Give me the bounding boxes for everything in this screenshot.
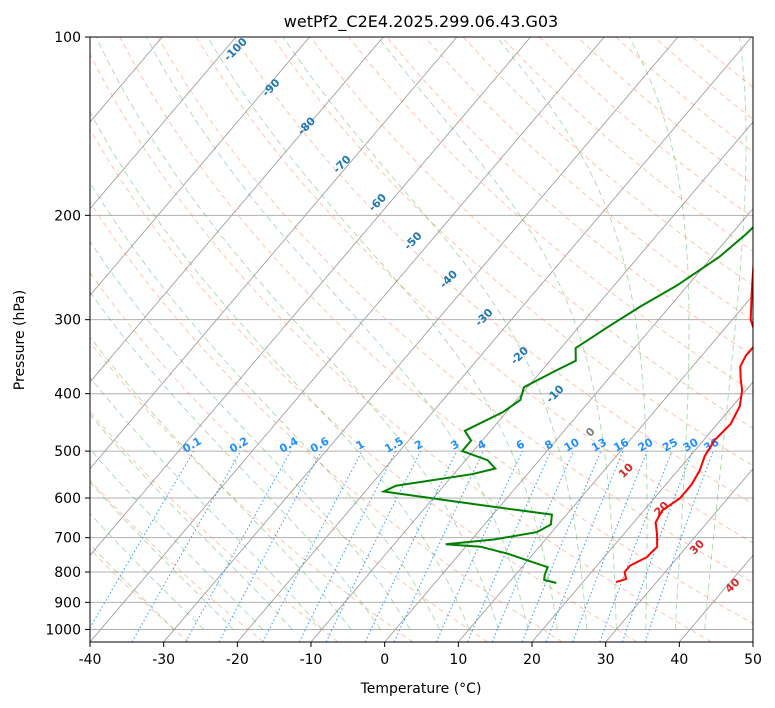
isotherm-line <box>236 37 752 642</box>
mixing-ratio-line <box>621 450 693 642</box>
dry-adiabat <box>386 37 753 357</box>
moist-adiabat <box>90 413 293 630</box>
mixing-ratio-line <box>298 450 397 642</box>
mixing-ratio-line <box>599 450 673 642</box>
isotherm-line <box>90 37 605 642</box>
moist-adiabat <box>628 37 690 630</box>
y-tick-label: 300 <box>54 313 81 329</box>
y-tick-label: 600 <box>54 491 81 507</box>
isotherm-line <box>163 37 679 642</box>
isotherm-line <box>605 467 753 642</box>
dry-adiabat <box>90 548 190 642</box>
mixing-ratio-line <box>466 450 552 642</box>
x-tick-label: 30 <box>597 652 615 668</box>
x-axis-label: Temperature (°C) <box>360 681 482 697</box>
isotherm-line <box>90 37 310 297</box>
dry-adiabat <box>424 37 753 321</box>
mixing-ratio-line <box>435 450 523 642</box>
x-tick-label: -30 <box>152 652 175 668</box>
moist-adiabat <box>90 111 470 630</box>
dry-adiabat <box>119 37 753 624</box>
dry-adiabat <box>233 37 753 505</box>
dry-adiabat <box>310 37 753 429</box>
x-tick-label: 20 <box>523 652 541 668</box>
dry-adiabat <box>90 479 264 642</box>
mixing-ratio-line <box>644 450 714 642</box>
mixing-ratio-line <box>572 450 648 642</box>
moist-adiabat <box>146 37 529 630</box>
y-tick-label: 500 <box>54 444 81 460</box>
isotherm-line <box>457 294 753 642</box>
mixing-ratio-line <box>491 450 575 642</box>
dry-adiabat <box>90 272 488 642</box>
x-tick-label: 40 <box>670 652 688 668</box>
background-lines <box>90 37 753 642</box>
chart-title: wetPf2_C2E4.2025.299.06.43.G03 <box>284 12 558 32</box>
x-tick-label: -10 <box>300 652 323 668</box>
plot-frame <box>89 36 754 643</box>
mixing-ratio-line <box>521 450 602 642</box>
isotherm-line <box>310 121 753 642</box>
profile-lines <box>380 225 753 584</box>
axes: -40 -30 -20 -10 0 10 20 30 40 50 100 200 300 400 500 60… <box>45 30 762 668</box>
y-tick-label: 100 <box>54 30 81 46</box>
x-tick-label: 50 <box>744 652 762 668</box>
dry-adiabat <box>90 52 712 642</box>
moist-adiabat <box>377 37 617 630</box>
plot-area: 0.1 0.2 0.4 0.6 1 1.5 2 3 4 6 8 10 13 16 20 25 30 36-100-… <box>90 37 753 642</box>
dry-adiabat <box>90 201 563 642</box>
x-tick-label: -20 <box>226 652 249 668</box>
moist-adiabat <box>90 448 264 630</box>
mixing-ratio-line <box>218 450 322 642</box>
moist-adiabat <box>496 37 648 630</box>
dry-adiabat <box>195 37 753 544</box>
moist-adiabat <box>207 37 558 630</box>
moist-adiabat <box>282 37 588 630</box>
moist-adiabat <box>90 291 381 630</box>
moist-adiabat <box>90 376 323 630</box>
y-axis-label: Pressure (hPa) <box>12 290 28 390</box>
mixing-ratio-line <box>545 450 624 642</box>
isotherm-line <box>90 37 237 210</box>
y-tick-label: 1000 <box>45 622 81 638</box>
temperature-profile-line <box>615 259 753 584</box>
dry-adiabat <box>157 37 753 584</box>
y-tick-label: 700 <box>54 531 81 547</box>
isotherm-line <box>531 381 753 642</box>
dry-adiabat <box>90 410 339 642</box>
dry-adiabat <box>90 341 414 642</box>
mixing-ratio-line <box>185 450 292 642</box>
y-tick-label: 900 <box>54 595 81 611</box>
moist-adiabat <box>704 37 747 630</box>
y-tick-label: 800 <box>54 565 81 581</box>
moist-adiabat <box>95 37 499 630</box>
dewpoint-profile-line <box>380 225 753 584</box>
x-tick-label: 0 <box>380 652 389 668</box>
isotherm-line <box>90 37 384 383</box>
x-tick-label: -40 <box>79 652 102 668</box>
y-tick-label: 400 <box>54 387 81 403</box>
isotherm-line <box>90 37 458 470</box>
moist-adiabat <box>90 336 352 630</box>
isotherm-line <box>90 37 531 557</box>
x-tick-label: 10 <box>449 652 467 668</box>
y-tick-label: 200 <box>54 208 81 224</box>
moist-adiabat <box>90 240 411 630</box>
dry-adiabat <box>90 128 638 642</box>
